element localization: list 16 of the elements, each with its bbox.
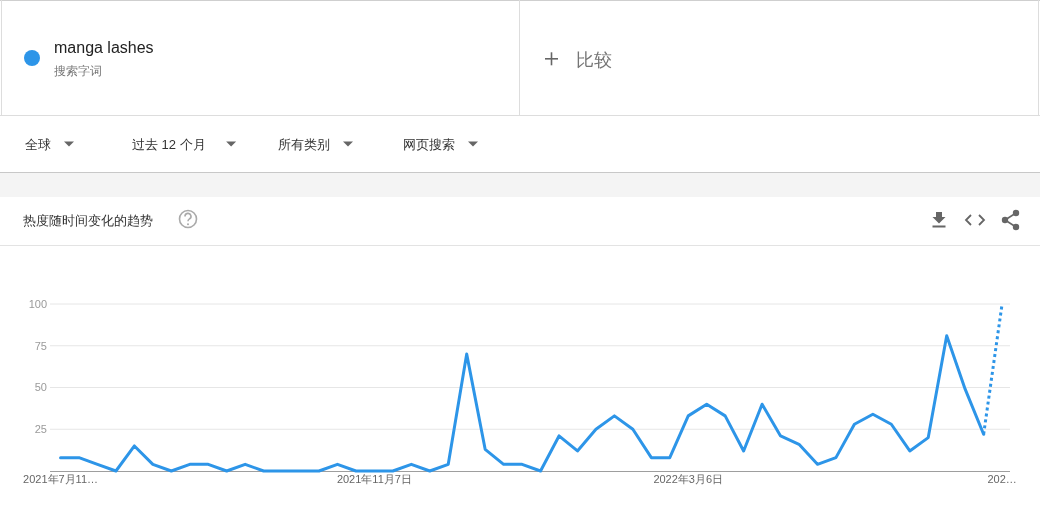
- text: 所有类别: [278, 137, 330, 152]
- x-tick-label: 2022年3月6日: [653, 473, 724, 485]
- y-tick-label: 75: [34, 339, 47, 352]
- y-tick-label: 25: [34, 423, 47, 436]
- x-tick-label: 2021年11月7日: [336, 473, 412, 485]
- text: 过去 12 个月: [132, 137, 206, 152]
- chart-title: 热度随时间变化的趋势: [23, 213, 153, 228]
- text: 搜索字词: [54, 64, 102, 78]
- text: 比较: [576, 50, 612, 70]
- text: 网页搜索: [403, 137, 455, 152]
- legend-label: manga lashes: [54, 39, 154, 56]
- text: 全球: [25, 137, 51, 152]
- y-tick-label: 50: [34, 381, 47, 394]
- x-tick-label: 202…: [987, 473, 1017, 485]
- y-tick-label: 100: [28, 297, 47, 310]
- x-tick-label: 2021年7月11…: [23, 473, 99, 485]
